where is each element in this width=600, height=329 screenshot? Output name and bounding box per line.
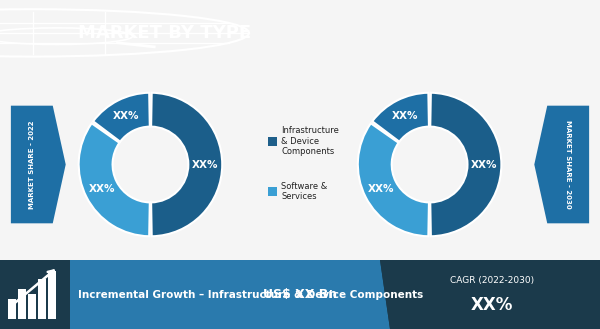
- Bar: [38, 279, 46, 319]
- Text: XX%: XX%: [367, 184, 394, 194]
- Text: Software &
Services: Software & Services: [281, 182, 328, 201]
- Bar: [268, 187, 277, 196]
- Text: MARKET BY TYPE: MARKET BY TYPE: [78, 24, 251, 42]
- Polygon shape: [380, 260, 600, 329]
- Bar: [0, 260, 70, 329]
- Text: Incremental Growth – Infrastructure & Device Components: Incremental Growth – Infrastructure & De…: [78, 290, 423, 300]
- Wedge shape: [430, 93, 502, 236]
- Bar: [28, 294, 36, 319]
- Text: XX%: XX%: [88, 184, 115, 194]
- Text: MARKET SHARE - 2022: MARKET SHARE - 2022: [29, 120, 35, 209]
- Wedge shape: [93, 93, 150, 142]
- Text: XX%: XX%: [471, 160, 497, 169]
- Text: XX%: XX%: [192, 160, 218, 169]
- Wedge shape: [151, 93, 222, 236]
- Bar: [48, 271, 56, 319]
- Polygon shape: [11, 106, 66, 223]
- Text: XX%: XX%: [112, 111, 139, 121]
- Bar: [268, 137, 277, 145]
- Wedge shape: [372, 93, 429, 142]
- Text: MARKET SHARE - 2030: MARKET SHARE - 2030: [565, 120, 571, 209]
- Bar: [8, 299, 16, 319]
- Bar: [18, 289, 26, 319]
- Polygon shape: [534, 106, 589, 223]
- Wedge shape: [358, 123, 429, 236]
- Text: US$ XX Bn: US$ XX Bn: [263, 289, 337, 301]
- Text: XX%: XX%: [471, 296, 513, 314]
- Text: CAGR (2022-2030): CAGR (2022-2030): [450, 276, 534, 286]
- Wedge shape: [79, 123, 150, 236]
- Text: Infrastructure
& Device
Components: Infrastructure & Device Components: [281, 126, 339, 156]
- Polygon shape: [70, 260, 390, 329]
- Text: XX%: XX%: [391, 111, 418, 121]
